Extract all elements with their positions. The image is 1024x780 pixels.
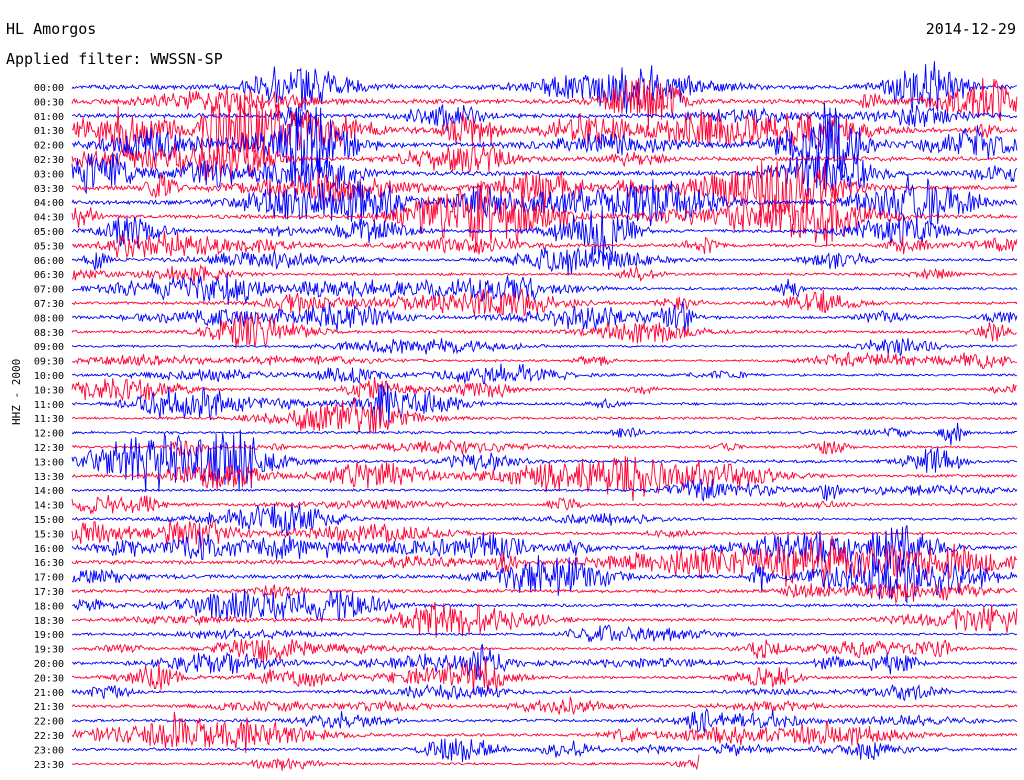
trace-row-1630: [71, 535, 1018, 590]
trace-row-1430: [71, 495, 1018, 515]
trace-row-0830: [71, 312, 1018, 349]
trace-row-0800: [71, 301, 1018, 332]
time-tick-label: 03:30: [34, 184, 64, 195]
time-tick-label: 12:00: [34, 429, 64, 440]
trace-row-0730: [72, 288, 1018, 318]
trace-row-0900: [71, 338, 1017, 357]
trace-row-0600: [71, 245, 1018, 275]
trace-row-0330: [71, 161, 1018, 226]
time-tick-label: 16:00: [34, 544, 64, 555]
time-tick-label: 01:30: [34, 126, 64, 137]
trace-row-0000: [71, 61, 1017, 114]
trace-row-0230: [71, 131, 1018, 186]
trace-row-1700: [71, 553, 1018, 604]
time-tick-label: 11:30: [34, 414, 64, 425]
time-tick-label: 02:30: [34, 155, 64, 166]
station-title: HL Amorgos: [6, 20, 97, 38]
trace-row-2330: [71, 754, 700, 771]
trace-row-1300: [71, 429, 1018, 492]
time-tick-label: 21:00: [34, 688, 64, 699]
time-tick-label: 10:30: [34, 385, 64, 396]
trace-row-1200: [71, 422, 1017, 446]
time-tick-label: 08:30: [34, 328, 64, 339]
time-tick-label: 16:30: [34, 558, 64, 569]
time-tick-label: 17:00: [34, 573, 64, 584]
channel-axis-label: HHZ - 2000: [10, 358, 23, 425]
trace-row-1230: [71, 439, 1018, 458]
time-tick-label: 21:30: [34, 702, 64, 713]
time-tick-label: 03:00: [34, 169, 64, 180]
time-tick-label: 07:00: [34, 285, 64, 296]
time-tick-label: 04:30: [34, 213, 64, 224]
trace-row-2300: [71, 738, 1018, 763]
time-tick-label: 22:00: [34, 717, 64, 728]
trace-row-0430: [71, 180, 1018, 254]
time-tick-label: 20:30: [34, 673, 64, 684]
trace-row-1400: [71, 478, 1018, 503]
time-tick-label: 22:30: [34, 731, 64, 742]
time-tick-label: 23:00: [34, 745, 64, 756]
trace-row-1330: [71, 455, 1018, 502]
trace-row-1000: [71, 363, 1018, 385]
time-tick-label: 01:00: [34, 112, 64, 123]
trace-row-2100: [71, 683, 1018, 702]
trace-row-1930: [71, 638, 1018, 664]
time-tick-label: 06:30: [34, 270, 64, 281]
trace-row-1830: [71, 602, 1018, 638]
trace-row-2000: [71, 643, 1018, 681]
trace-row-0700: [71, 273, 1018, 305]
time-tick-label: 02:00: [34, 141, 64, 152]
time-tick-label: 12:30: [34, 443, 64, 454]
trace-row-0930: [71, 351, 1018, 370]
time-tick-label: 11:00: [34, 400, 64, 411]
trace-row-0300: [71, 148, 1018, 199]
time-tick-label: 19:00: [34, 630, 64, 641]
date-label: 2014-12-29: [925, 20, 1016, 38]
time-tick-label: 18:30: [34, 616, 64, 627]
trace-row-2030: [71, 658, 1018, 695]
time-tick-label: 20:00: [34, 659, 64, 670]
trace-row-2130: [71, 696, 1018, 716]
time-tick-label: 13:30: [34, 472, 64, 483]
time-tick-label: 05:00: [34, 227, 64, 238]
time-tick-label: 19:30: [34, 645, 64, 656]
time-tick-label: 09:00: [34, 342, 64, 353]
time-tick-label: 05:30: [34, 241, 64, 252]
time-tick-label: 06:00: [34, 256, 64, 267]
time-tick-label: 13:00: [34, 457, 64, 468]
tick-label-layer: 00:00 00:30 01:00 01:30 02:00 02:30 03:00 03:30…: [34, 83, 64, 771]
trace-row-1030: [71, 376, 1017, 402]
trace-row-1900: [71, 624, 1018, 643]
time-tick-label: 15:00: [34, 515, 64, 526]
filter-label: Applied filter: WWSSN-SP: [6, 50, 225, 68]
trace-row-1600: [71, 525, 1018, 570]
time-tick-label: 15:30: [34, 529, 64, 540]
time-tick-label: 23:30: [34, 760, 64, 771]
trace-row-1500: [71, 503, 1018, 536]
time-tick-label: 10:00: [34, 371, 64, 382]
trace-row-1100: [71, 383, 1018, 426]
time-tick-label: 07:30: [34, 299, 64, 310]
trace-row-0630: [71, 264, 1018, 286]
trace-row-1800: [72, 588, 1018, 622]
time-tick-label: 14:00: [34, 486, 64, 497]
trace-row-2200: [71, 708, 1018, 733]
trace-row-0200: [71, 102, 1018, 187]
time-tick-label: 17:30: [34, 587, 64, 598]
time-tick-label: 14:30: [34, 501, 64, 512]
trace-row-1530: [71, 520, 1018, 550]
time-tick-label: 08:00: [34, 313, 64, 324]
trace-row-1130: [71, 397, 1018, 434]
time-tick-label: 00:30: [34, 97, 64, 108]
time-tick-label: 04:00: [34, 198, 64, 209]
time-tick-label: 00:00: [34, 83, 64, 94]
trace-row-1730: [71, 582, 1017, 605]
trace-row-0500: [71, 205, 1017, 260]
trace-layer: [71, 61, 1018, 771]
trace-row-2230: [71, 711, 1018, 754]
time-tick-label: 18:00: [34, 601, 64, 612]
time-tick-label: 09:30: [34, 357, 64, 368]
